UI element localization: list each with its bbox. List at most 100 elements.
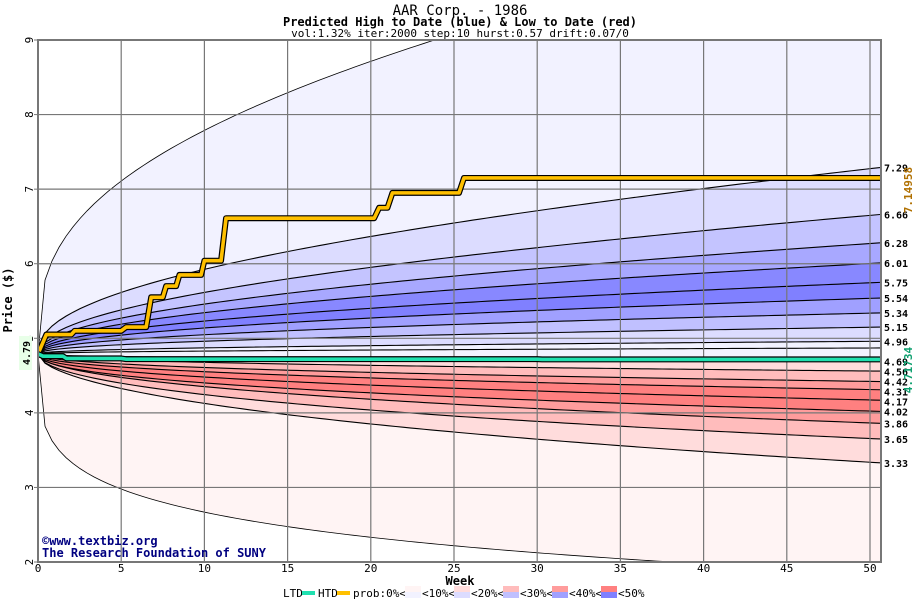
- x-tick-label: 10: [198, 562, 211, 575]
- curve-end-label: 4.42: [884, 378, 908, 389]
- curve-end-label: 4.96: [884, 337, 908, 348]
- probability-band: [38, 262, 880, 354]
- probability-band: [38, 312, 880, 354]
- legend-swatch-blue: [454, 592, 470, 598]
- probability-band: [38, 353, 880, 562]
- right-value-labels: 7.29 6.66 6.28 6.01 5.75 5.54 5.34 5.15 4.96 4.69…: [884, 164, 915, 470]
- quantile-curve: [38, 353, 880, 412]
- legend: LTD HTD prob:0%< <10%< <20%< <30%< <40%< <50%: [283, 586, 645, 600]
- y-tick-label: 9: [23, 37, 36, 44]
- probability-bands: [38, 40, 880, 562]
- quantile-curves: [38, 40, 881, 562]
- curve-end-label: 5.15: [884, 323, 908, 334]
- legend-swatch-blue: [552, 592, 568, 598]
- probability-band: [38, 353, 880, 390]
- chart-title: AAR Corp. - 1986: [393, 3, 528, 19]
- plot-frame: [37, 39, 882, 563]
- start-price-background: [19, 336, 32, 370]
- x-tick-label: 25: [447, 562, 460, 575]
- x-tick-label: 45: [780, 562, 793, 575]
- y-tick-label: 3: [23, 484, 36, 491]
- probability-band: [38, 353, 880, 424]
- curve-end-label: 5.34: [884, 309, 908, 320]
- credit-url: ©www.textbiz.org: [42, 534, 158, 548]
- curve-end-label: 4.69: [884, 357, 908, 368]
- legend-prob-label: <30%<: [520, 587, 553, 600]
- quantile-curve: [38, 213, 881, 355]
- quantile-curve: [38, 262, 881, 355]
- quantile-curve: [38, 40, 436, 354]
- legend-prob-label: <20%<: [471, 587, 504, 600]
- probability-band: [38, 282, 880, 354]
- quantile-curve: [38, 326, 880, 355]
- ltd-end-value: 4.71734: [902, 346, 915, 393]
- ltd-line: [38, 352, 880, 362]
- probability-band: [38, 353, 880, 382]
- quantile-curve: [38, 347, 880, 355]
- x-tick-label: 20: [364, 562, 377, 575]
- x-tick-label: 35: [614, 562, 627, 575]
- curve-end-label: 6.01: [884, 259, 908, 270]
- curve-end-label: 3.86: [884, 419, 908, 430]
- probability-band: [38, 353, 880, 401]
- quantile-curve: [38, 353, 881, 440]
- curve-end-label: 7.29: [884, 164, 908, 175]
- quantile-curve: [38, 353, 678, 562]
- legend-swatch-red: [405, 586, 421, 592]
- curve-end-label: 3.65: [884, 435, 908, 446]
- grid: [38, 40, 881, 562]
- quantile-curve: [38, 353, 880, 391]
- probability-band: [38, 242, 880, 354]
- quantile-curve: [38, 353, 881, 464]
- htd-line: [38, 176, 880, 355]
- y-tick-label: 8: [23, 111, 36, 118]
- quantile-curve: [38, 281, 881, 355]
- legend-swatch-red: [454, 586, 470, 592]
- probability-band: [38, 341, 880, 354]
- quantile-curve: [38, 297, 881, 355]
- x-tick-label: 15: [281, 562, 294, 575]
- legend-swatch-red: [552, 586, 568, 592]
- legend-prob-label: prob:0%<: [353, 587, 406, 600]
- legend-swatch-blue: [405, 592, 421, 598]
- curve-end-label: 4.31: [884, 388, 908, 399]
- probability-band: [38, 40, 880, 354]
- x-tick-label: 30: [531, 562, 544, 575]
- start-price-text: 4.79: [22, 341, 33, 365]
- curve-end-label: 6.28: [884, 239, 908, 250]
- series-lines: [38, 174, 880, 363]
- legend-prob-label: <50%: [618, 587, 645, 600]
- quantile-curve: [38, 340, 880, 355]
- curve-end-label: 4.17: [884, 398, 908, 409]
- chart-params: vol:1.32% iter:2000 step:10 hurst:0.57 d…: [291, 27, 629, 40]
- legend-swatch-red: [503, 586, 519, 592]
- curve-end-label: 4.02: [884, 408, 908, 419]
- probability-band: [38, 353, 880, 412]
- y-tick-label: 4: [23, 409, 36, 416]
- legend-swatch-blue: [503, 592, 519, 598]
- legend-htd-swatch: [337, 591, 350, 595]
- legend-prob-label: <10%<: [422, 587, 455, 600]
- legend-ltd-swatch: [302, 591, 315, 595]
- credit-org: The Research Foundation of SUNY: [42, 546, 267, 560]
- probability-band: [38, 298, 880, 354]
- probability-band: [38, 327, 880, 354]
- quantile-curve: [38, 312, 880, 355]
- x-axis-label: Week: [446, 574, 476, 588]
- y-tick-label: 6: [23, 260, 36, 267]
- x-tick-label: 50: [863, 562, 876, 575]
- quantile-curve: [38, 242, 881, 355]
- x-tick-label: 5: [118, 562, 125, 575]
- legend-swatch-red: [601, 586, 617, 592]
- probability-band: [38, 353, 880, 439]
- x-tick-label: 0: [35, 562, 42, 575]
- quantile-curve: [38, 353, 880, 383]
- legend-swatch-blue: [601, 592, 617, 598]
- legend-prob-label: <40%<: [569, 587, 602, 600]
- axes: 0510152025303540455023456789: [23, 37, 882, 575]
- curve-end-label: 6.66: [884, 211, 908, 222]
- probability-band: [38, 214, 880, 354]
- curve-end-label: 5.54: [884, 294, 908, 305]
